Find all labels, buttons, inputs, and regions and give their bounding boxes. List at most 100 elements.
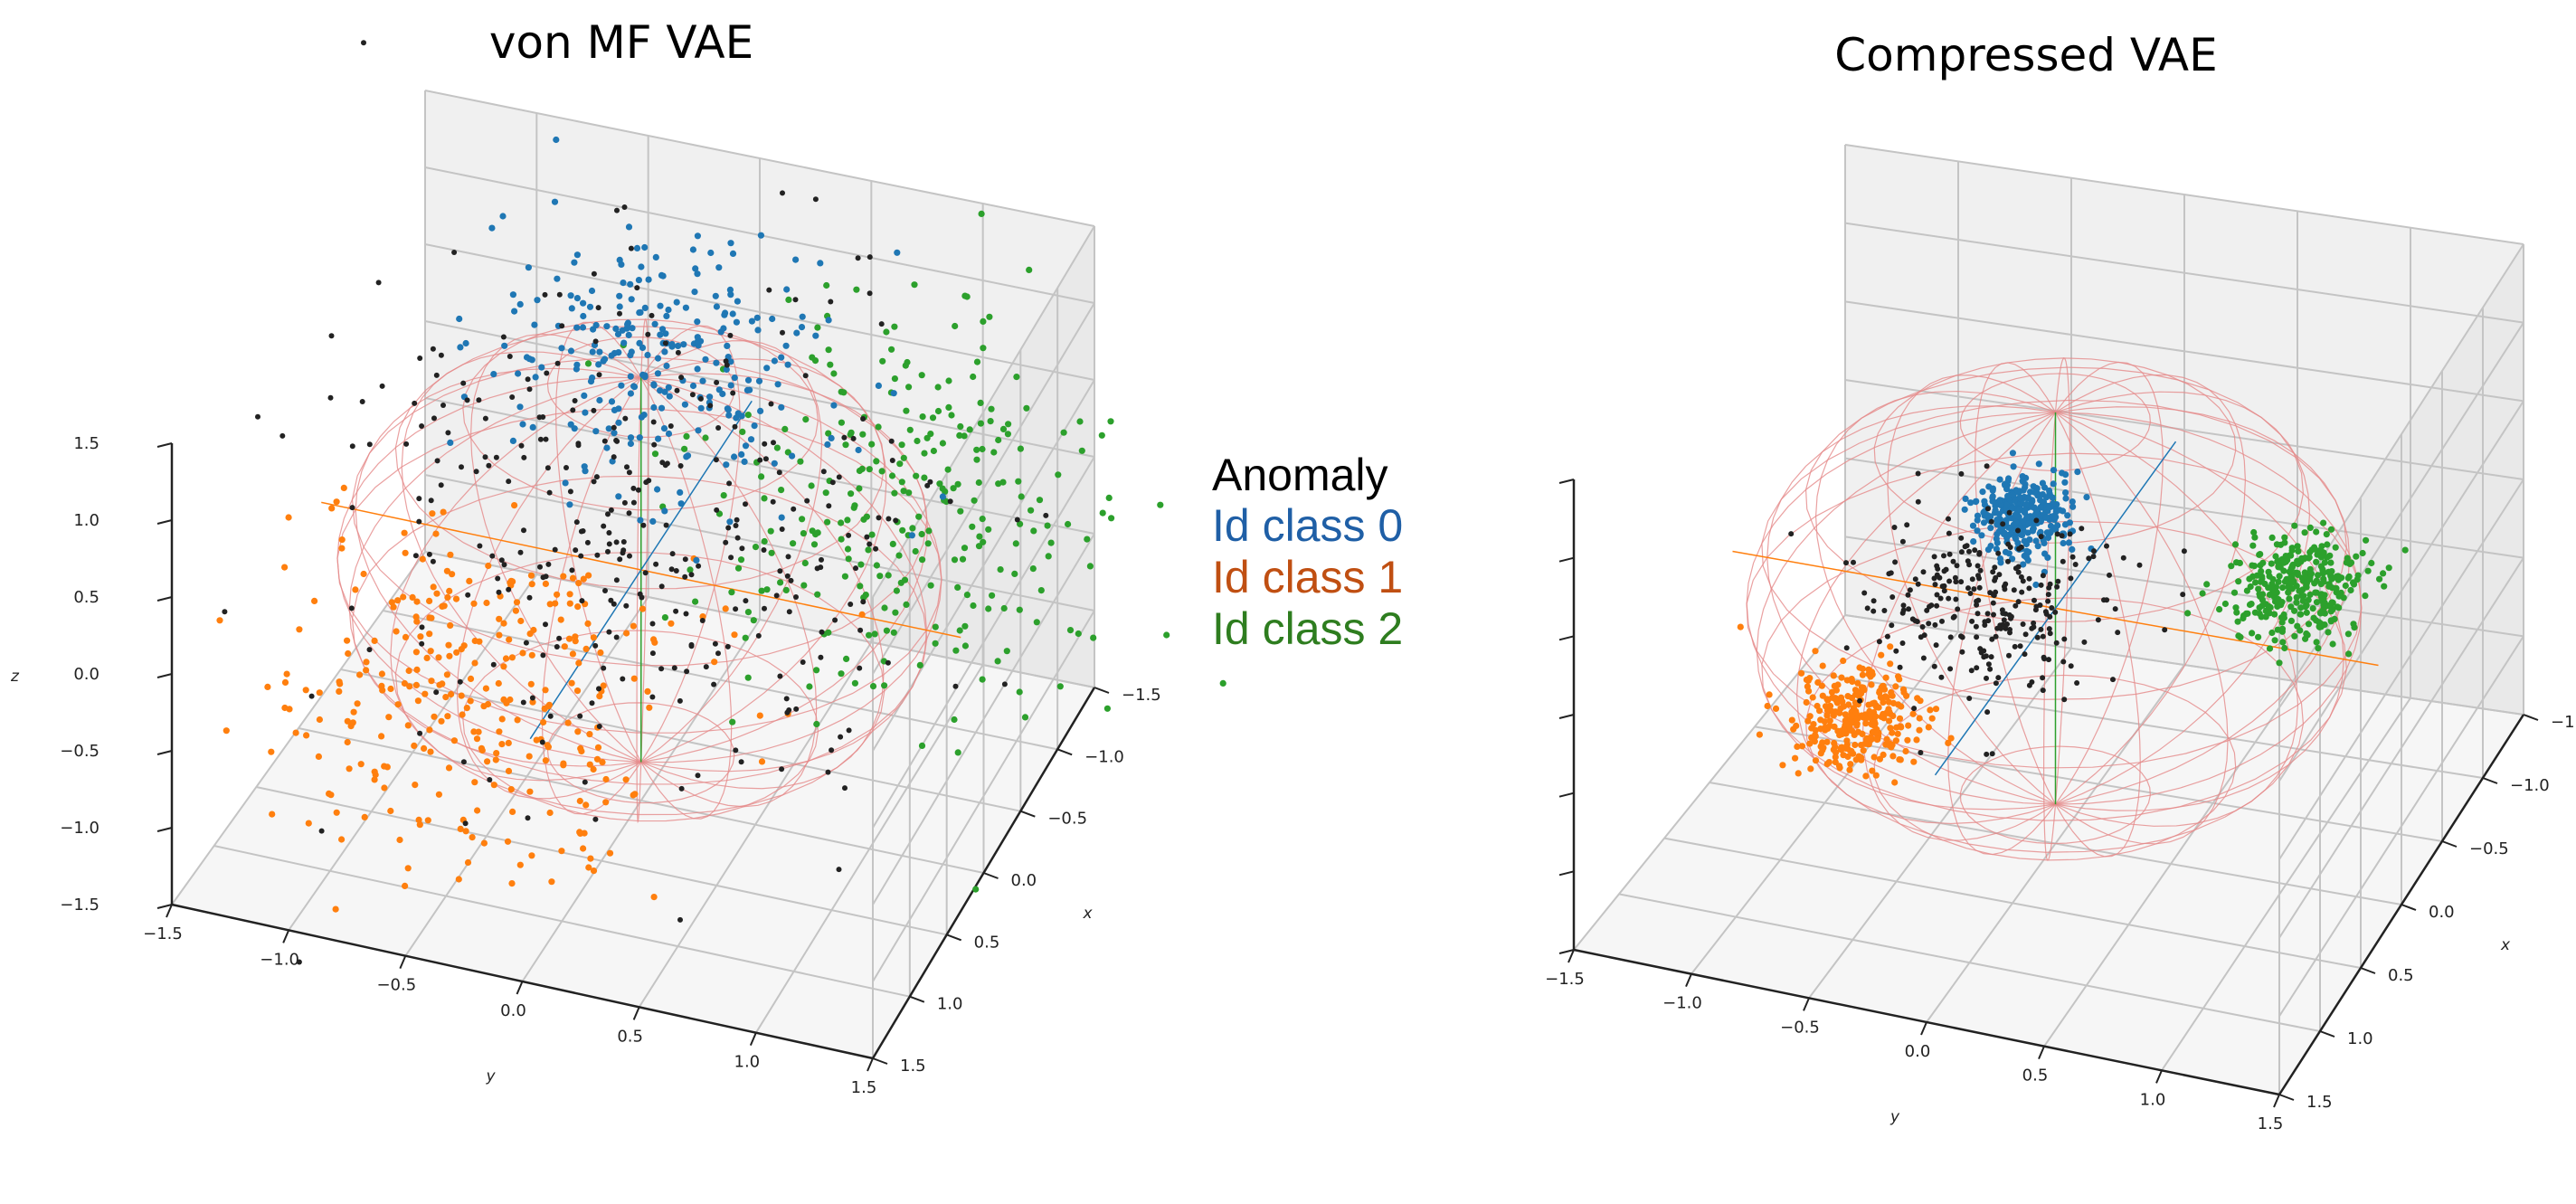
data-point (657, 331, 664, 338)
data-point (636, 339, 643, 346)
data-point (1018, 493, 1025, 500)
data-point (580, 299, 587, 307)
data-point (748, 318, 756, 325)
data-point (2305, 596, 2312, 603)
data-point (952, 322, 959, 330)
data-point (762, 605, 767, 611)
data-point (512, 607, 520, 614)
data-point (645, 331, 651, 337)
data-point (500, 620, 507, 627)
data-point (800, 582, 808, 589)
data-point (500, 663, 507, 670)
data-point (462, 339, 469, 347)
data-point (1872, 772, 1880, 779)
data-point (585, 864, 592, 871)
data-point (1012, 540, 1019, 547)
data-point (1913, 736, 1920, 744)
data-point (2031, 597, 2037, 603)
data-point (733, 414, 740, 422)
data-point (630, 485, 637, 491)
data-point (623, 602, 630, 609)
data-point (774, 381, 781, 388)
data-point (664, 460, 670, 467)
data-point (1932, 621, 1938, 628)
data-point (409, 593, 416, 602)
data-point (509, 291, 517, 299)
data-point (486, 462, 492, 469)
data-point (768, 401, 774, 407)
data-point (2287, 564, 2295, 573)
data-point (1984, 675, 1989, 681)
data-point (734, 298, 742, 305)
data-point (641, 304, 649, 311)
data-point (1928, 715, 1936, 722)
data-point (1021, 714, 1029, 721)
y-tick-mark (399, 955, 407, 970)
data-point (977, 399, 984, 406)
data-point (2079, 526, 2085, 532)
data-point (673, 299, 680, 306)
data-point (2246, 601, 2254, 609)
data-point (1737, 623, 1744, 630)
data-point (2274, 598, 2281, 605)
data-point (587, 855, 594, 862)
data-point (1927, 603, 1932, 610)
data-point (891, 323, 898, 330)
data-point (1959, 649, 1965, 655)
data-point (413, 618, 421, 625)
data-point (724, 643, 731, 649)
data-point (1868, 681, 1875, 688)
data-point (793, 594, 799, 600)
data-point (433, 689, 440, 696)
data-point (653, 561, 659, 567)
data-point (584, 539, 591, 545)
data-point (344, 717, 351, 725)
data-point (989, 592, 996, 599)
data-point (1959, 634, 1965, 640)
x-tick-label: −1.0 (1084, 747, 1124, 766)
data-point (2293, 599, 2300, 606)
y-axis-label: y (486, 1067, 497, 1085)
data-point (876, 515, 882, 521)
data-point (526, 788, 534, 795)
data-point (529, 698, 536, 706)
data-point (1938, 674, 1945, 680)
data-point (553, 136, 560, 144)
data-point (2259, 602, 2266, 610)
data-point (652, 253, 659, 261)
data-point (599, 759, 606, 766)
z-tick-mark (156, 827, 173, 832)
data-point (979, 516, 986, 523)
data-point (961, 432, 968, 440)
sphere-longitude (1795, 412, 2056, 825)
x-principal-line (529, 400, 753, 740)
data-point (2250, 563, 2259, 570)
data-point (1043, 512, 1049, 518)
data-point (707, 249, 715, 257)
data-point (695, 427, 702, 434)
data-point (625, 331, 632, 338)
data-point (1969, 618, 1975, 624)
data-point (714, 379, 720, 385)
data-point (2328, 575, 2335, 583)
data-point (737, 556, 745, 564)
data-point (734, 564, 743, 572)
x-tick-mark (2319, 1030, 2335, 1038)
data-point (2003, 625, 2009, 631)
data-point (426, 597, 433, 605)
data-point (614, 330, 622, 337)
data-point (590, 634, 598, 641)
data-point (554, 360, 561, 366)
data-point (2020, 621, 2026, 627)
data-point (2228, 563, 2235, 570)
data-point (466, 577, 473, 585)
data-point (722, 309, 729, 317)
data-point (2081, 639, 2088, 645)
data-point (858, 465, 866, 473)
data-point (1912, 576, 1918, 583)
data-point (892, 609, 899, 616)
data-point (1887, 643, 1894, 650)
data-point (564, 719, 572, 726)
data-point (2265, 568, 2272, 575)
data-point (961, 622, 969, 630)
